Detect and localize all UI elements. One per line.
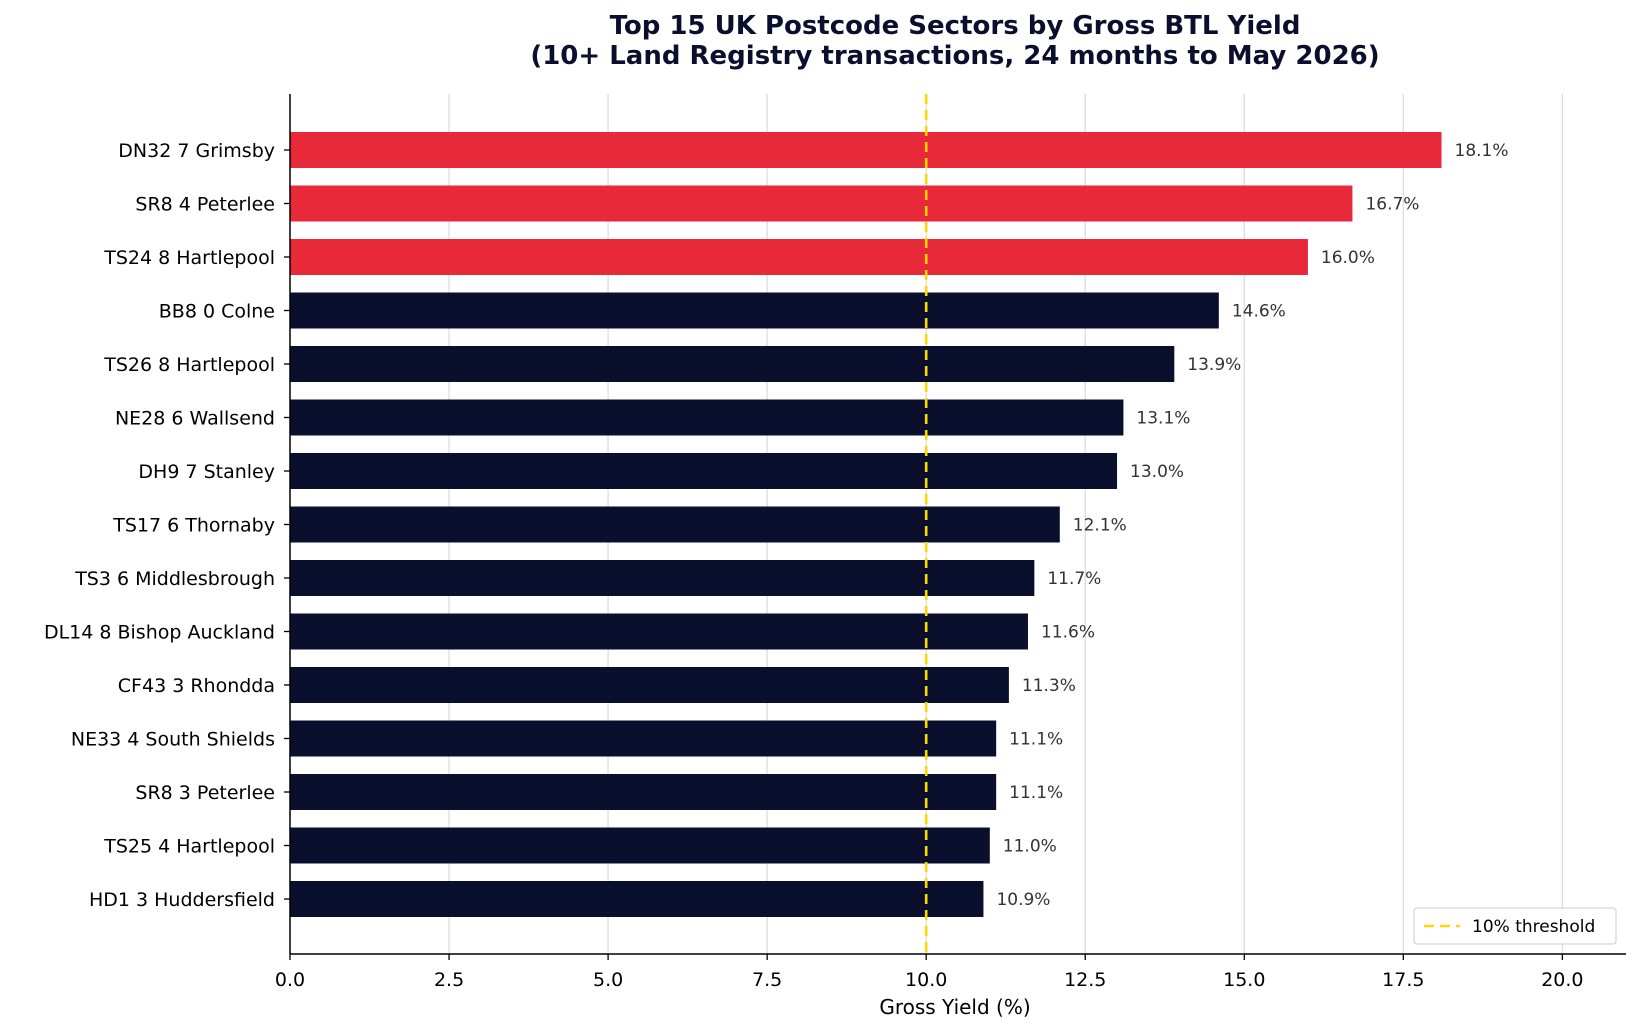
bar-value-label: 18.1% xyxy=(1455,141,1509,161)
bar xyxy=(290,560,1035,596)
bar-value-label: 13.0% xyxy=(1130,462,1184,482)
category-label: TS17 6 Thornaby xyxy=(112,515,275,537)
bar xyxy=(290,881,984,917)
category-label: NE33 4 South Shields xyxy=(71,729,275,751)
bar-value-label: 16.0% xyxy=(1321,248,1375,268)
category-label: TS3 6 Middlesbrough xyxy=(74,568,275,590)
bar xyxy=(290,132,1442,168)
legend-threshold-label: 10% threshold xyxy=(1472,917,1595,937)
axes: 0.0 2.5 5.0 7.5 10.0 12.5 15.0 17.5 20.0 xyxy=(275,94,1626,991)
legend-box xyxy=(1413,907,1617,945)
category-label: BB8 0 Colne xyxy=(159,301,275,323)
x-tick-label: 12.5 xyxy=(1064,969,1106,991)
bar-value-label: 14.6% xyxy=(1232,302,1286,322)
bar-value-label: 16.7% xyxy=(1365,195,1419,215)
x-tick-label: 20.0 xyxy=(1541,969,1583,991)
x-tick-label: 5.0 xyxy=(593,969,623,991)
category-label: TS25 4 Hartlepool xyxy=(103,836,275,858)
bar-value-label: 11.7% xyxy=(1047,569,1101,589)
bar xyxy=(290,239,1308,275)
legend: 10% threshold xyxy=(1413,907,1617,945)
bar-value-label: 12.1% xyxy=(1073,516,1127,536)
x-tick-label: 17.5 xyxy=(1382,969,1424,991)
bars xyxy=(290,132,1442,917)
x-tick-label: 10.0 xyxy=(905,969,947,991)
category-label: CF43 3 Rhondda xyxy=(118,675,275,697)
bar xyxy=(290,453,1118,489)
bar-value-label: 11.3% xyxy=(1022,676,1076,696)
labels: 18.1% DN32 7 Grimsby 16.7% SR8 4 Peterlee 16… xyxy=(44,140,1509,911)
bar-value-label: 11.0% xyxy=(1003,837,1057,857)
bar xyxy=(290,774,997,810)
x-tick-label: 15.0 xyxy=(1223,969,1265,991)
x-tick-label: 7.5 xyxy=(752,969,782,991)
bar xyxy=(290,399,1124,436)
bar xyxy=(290,720,997,757)
bar-value-label: 11.1% xyxy=(1009,730,1063,750)
x-tick-label: 0.0 xyxy=(275,969,305,991)
bar-value-label: 10.9% xyxy=(996,890,1050,910)
bar xyxy=(290,827,990,864)
bar xyxy=(290,185,1353,222)
category-label: DL14 8 Bishop Auckland xyxy=(44,622,275,644)
category-label: NE28 6 Wallsend xyxy=(115,408,275,430)
x-tick-label: 2.5 xyxy=(434,969,464,991)
category-label: HD1 3 Huddersfield xyxy=(89,889,275,911)
bar-value-label: 13.9% xyxy=(1187,355,1241,375)
bar xyxy=(290,613,1028,650)
bar-value-label: 13.1% xyxy=(1136,409,1190,429)
bar xyxy=(290,292,1219,329)
category-label: SR8 4 Peterlee xyxy=(135,194,275,216)
chart-subtitle: (10+ Land Registry transactions, 24 mont… xyxy=(530,41,1379,71)
category-label: DH9 7 Stanley xyxy=(138,461,275,483)
x-axis-label: Gross Yield (%) xyxy=(879,995,1030,1019)
category-label: DN32 7 Grimsby xyxy=(118,140,275,162)
bar xyxy=(290,506,1060,543)
category-label: TS26 8 Hartlepool xyxy=(103,354,275,376)
chart-title: Top 15 UK Postcode Sectors by Gross BTL … xyxy=(610,11,1301,41)
bar-value-label: 11.1% xyxy=(1009,783,1063,803)
bar-value-label: 11.6% xyxy=(1041,623,1095,643)
bar xyxy=(290,346,1175,382)
category-label: TS24 8 Hartlepool xyxy=(103,247,275,269)
category-label: SR8 3 Peterlee xyxy=(135,782,275,804)
bar xyxy=(290,667,1009,703)
